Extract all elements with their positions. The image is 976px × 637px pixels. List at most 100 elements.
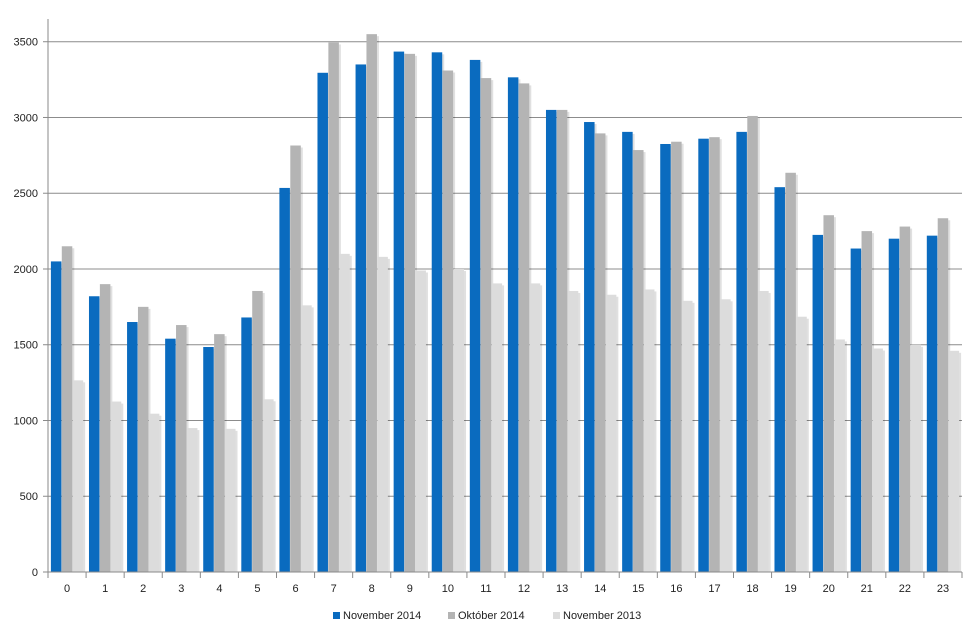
y-tick-label: 2000 xyxy=(14,264,38,276)
bar xyxy=(834,339,845,572)
x-tick-label: 23 xyxy=(937,583,949,595)
bar xyxy=(203,347,214,572)
bar xyxy=(720,299,731,572)
x-tick-label: 13 xyxy=(556,583,568,595)
bar xyxy=(252,290,263,572)
x-tick-label: 12 xyxy=(518,583,530,595)
bar xyxy=(709,137,720,572)
bar xyxy=(556,109,568,572)
x-tick-label: 10 xyxy=(442,583,454,595)
bar xyxy=(812,234,824,572)
bar xyxy=(605,294,617,572)
x-tick-label: 7 xyxy=(331,583,337,595)
bar xyxy=(682,300,693,572)
x-tick-label: 15 xyxy=(632,583,644,595)
bar xyxy=(186,428,198,572)
bar xyxy=(110,401,122,572)
bar xyxy=(529,283,541,572)
bar xyxy=(377,256,388,572)
legend-label: Október 2014 xyxy=(458,610,525,622)
legend: November 2014 Október 2014 November 2013 xyxy=(333,610,641,622)
x-tick-label: 8 xyxy=(369,583,375,595)
bar xyxy=(747,115,758,572)
bar xyxy=(366,34,377,572)
bar xyxy=(937,218,949,572)
bar xyxy=(850,248,862,572)
bar xyxy=(339,253,350,572)
bar xyxy=(622,131,633,572)
y-tick-label: 0 xyxy=(32,567,38,579)
y-tick-label: 1500 xyxy=(14,340,38,352)
x-tick-label: 18 xyxy=(746,583,758,595)
bar xyxy=(431,52,443,573)
bar xyxy=(736,131,747,572)
bar xyxy=(584,122,595,572)
legend-swatch xyxy=(333,612,340,619)
bar xyxy=(910,344,922,572)
x-tick-label: 21 xyxy=(861,583,873,595)
x-tick-label: 4 xyxy=(216,583,222,595)
bar xyxy=(328,42,339,572)
x-tick-label: 19 xyxy=(785,583,797,595)
bar xyxy=(317,72,328,572)
bar xyxy=(442,70,454,572)
bar xyxy=(888,238,900,572)
bar xyxy=(453,268,465,572)
bar xyxy=(518,83,530,572)
x-axis-ticks: 0 1 2 3 4 5 6 7 8 9 10 11 12 13 14 15 16 17 18 19 20 21 22 23 xyxy=(47,572,963,595)
bar xyxy=(633,150,644,573)
series-1 xyxy=(61,34,951,573)
bar xyxy=(165,338,176,572)
bar xyxy=(50,261,62,572)
bar xyxy=(758,290,769,572)
bar xyxy=(671,141,682,572)
bar xyxy=(225,428,236,572)
bar xyxy=(567,290,579,572)
bar xyxy=(926,235,938,573)
bar xyxy=(88,296,100,572)
bar xyxy=(660,143,671,572)
x-tick-label: 16 xyxy=(670,583,682,595)
bar xyxy=(785,172,796,572)
bar xyxy=(594,133,606,572)
series-0 xyxy=(50,51,940,573)
bars xyxy=(50,34,962,573)
bar xyxy=(872,348,883,572)
x-tick-label: 14 xyxy=(594,583,606,595)
bar xyxy=(507,77,519,572)
x-tick-label: 22 xyxy=(899,583,911,595)
bar xyxy=(469,59,481,572)
x-tick-label: 0 xyxy=(64,583,70,595)
bar xyxy=(404,53,416,573)
x-tick-label: 17 xyxy=(708,583,720,595)
bar xyxy=(948,350,960,572)
bar xyxy=(279,187,290,573)
x-tick-label: 6 xyxy=(292,583,298,595)
x-tick-label: 9 xyxy=(407,583,413,595)
bar xyxy=(148,413,160,572)
bar xyxy=(214,334,225,572)
bar xyxy=(61,246,73,573)
x-tick-label: 1 xyxy=(102,583,108,595)
bar xyxy=(263,399,274,572)
y-axis-ticks: 0 500 1000 1500 2000 2500 3000 3500 xyxy=(14,37,48,579)
y-tick-label: 1000 xyxy=(14,415,38,427)
bar xyxy=(899,226,911,572)
bar xyxy=(480,78,492,572)
legend-label: November 2013 xyxy=(563,610,641,622)
y-tick-label: 2500 xyxy=(14,188,38,200)
bar xyxy=(698,138,709,572)
x-tick-label: 20 xyxy=(823,583,835,595)
x-tick-label: 5 xyxy=(254,583,260,595)
bar xyxy=(823,215,834,573)
bar xyxy=(774,187,785,572)
bar xyxy=(545,109,557,572)
y-tick-label: 3500 xyxy=(14,37,38,49)
bar xyxy=(415,270,426,572)
bar xyxy=(301,305,312,572)
legend-swatch xyxy=(448,612,455,619)
y-tick-label: 3000 xyxy=(14,112,38,124)
bar xyxy=(861,231,873,572)
bar xyxy=(290,145,301,572)
